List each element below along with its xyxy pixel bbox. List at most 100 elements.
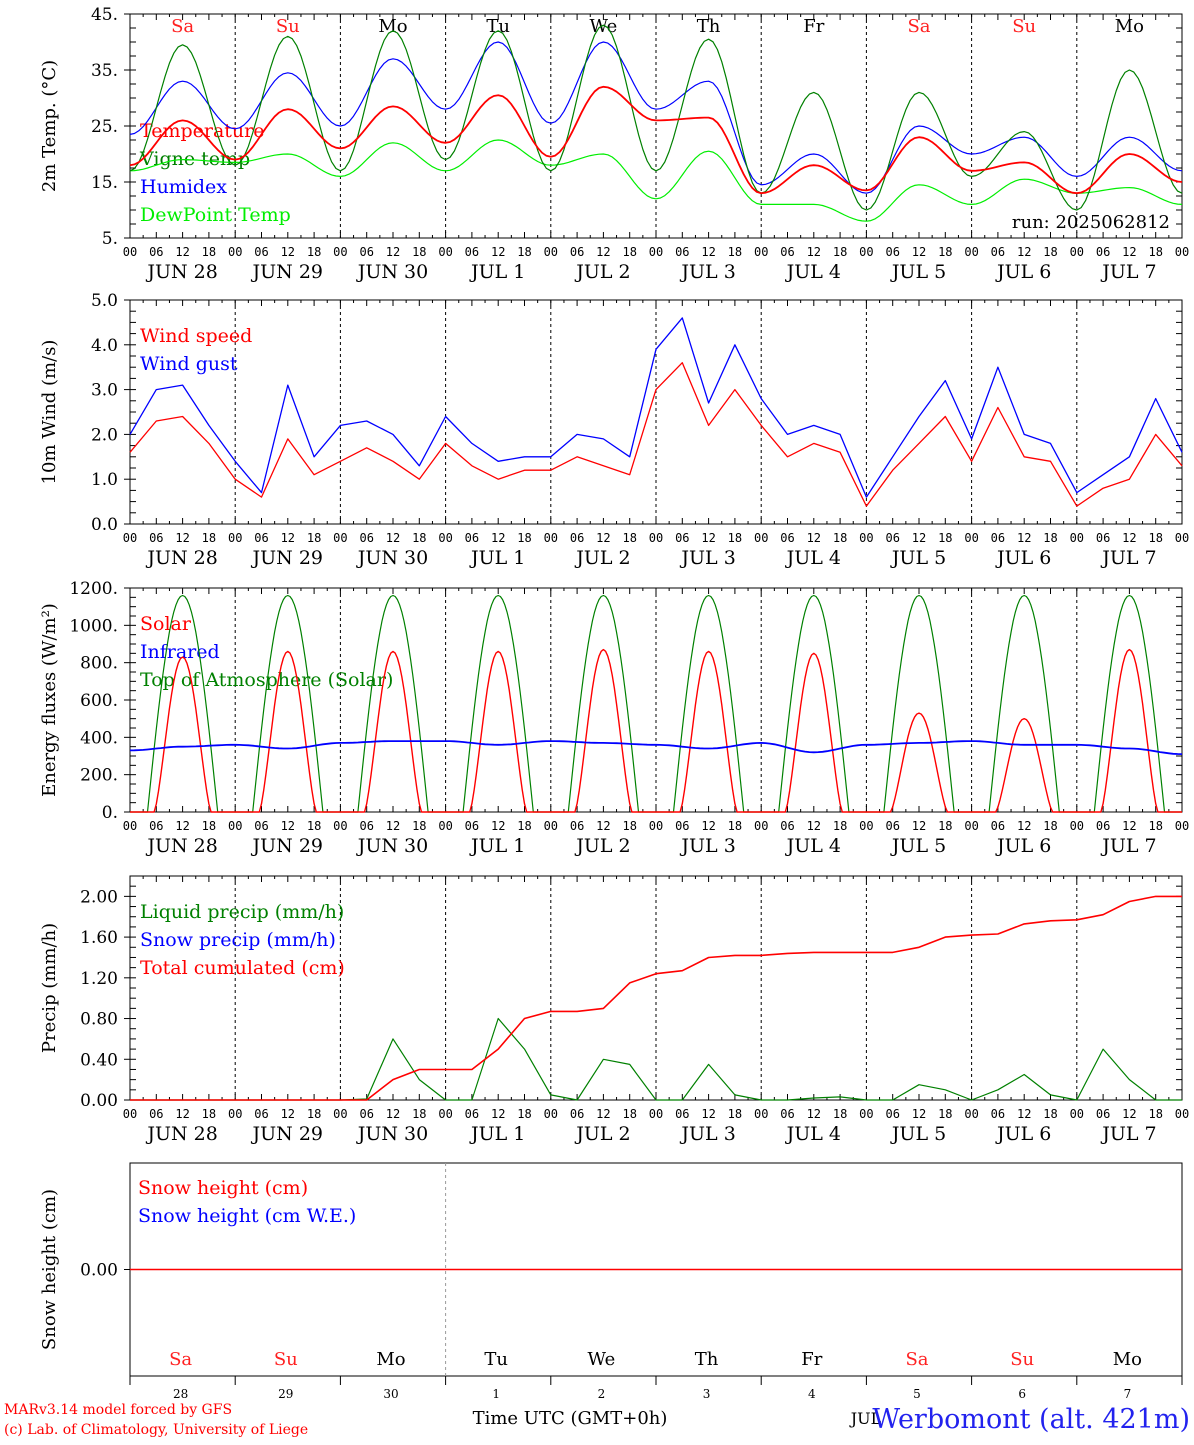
- y-tick-label: 1200.: [69, 579, 118, 599]
- panel-4: 00 06 12 18 00 06 12 18 00 06 12 18 00 06 12 18 00 06 12 18…: [39, 875, 1189, 1145]
- hour-label: 18: [622, 1107, 636, 1121]
- legend-entry: Liquid precip (mm/h): [140, 901, 344, 923]
- hour-label: 06: [149, 819, 163, 833]
- day-name-bottom: Su: [274, 1349, 298, 1370]
- day-name-top: Mo: [378, 16, 407, 37]
- time-axis-label: Time UTC (GMT+0h): [473, 1408, 668, 1429]
- series-line-solar: [130, 648, 1182, 813]
- y-tick-label: 25.: [91, 117, 118, 137]
- date-label: JUL 1: [469, 1123, 525, 1145]
- hour-label: 06: [254, 531, 268, 545]
- hour-label: 18: [728, 531, 742, 545]
- hour-label: 12: [386, 819, 400, 833]
- date-label: JUN 28: [145, 835, 217, 857]
- hour-label: 18: [1043, 1107, 1057, 1121]
- day-name-top: Sa: [907, 16, 930, 37]
- hour-label: 18: [938, 531, 952, 545]
- hour-label: 00: [123, 245, 137, 259]
- hour-label: 00: [438, 1107, 452, 1121]
- legend-entry: Wind speed: [140, 325, 252, 347]
- hour-label: 00: [964, 245, 978, 259]
- hour-label: 00: [228, 819, 242, 833]
- hour-label: 18: [728, 819, 742, 833]
- y-axis-label: Energy fluxes (W/m²): [39, 603, 60, 797]
- hour-label: 12: [912, 819, 926, 833]
- run-label: run: 2025062812: [1012, 212, 1170, 233]
- series-line-liquid-precip-mm-h-: [130, 1017, 1182, 1101]
- hour-label: 12: [491, 245, 505, 259]
- date-label: JUN 28: [145, 261, 217, 283]
- hour-label: 06: [149, 245, 163, 259]
- hour-label: 06: [149, 531, 163, 545]
- y-tick-label: 0.40: [80, 1050, 118, 1070]
- hour-label: 12: [807, 531, 821, 545]
- day-number: 7: [1124, 1387, 1132, 1401]
- legend-entry: Wind gust: [140, 353, 238, 375]
- hour-label: 18: [833, 819, 847, 833]
- hour-label: 12: [175, 1107, 189, 1121]
- hour-label: 18: [938, 245, 952, 259]
- hour-label: 06: [991, 531, 1005, 545]
- series-line-infrared: [129, 740, 1183, 755]
- date-label: JUL 3: [679, 261, 735, 283]
- hour-label: 12: [281, 531, 295, 545]
- series-line-wind-gust: [129, 317, 1183, 498]
- hour-label: 18: [202, 245, 216, 259]
- y-tick-label: 3.0: [91, 381, 118, 401]
- day-name-bottom: Fr: [801, 1349, 822, 1370]
- hour-label: 00: [1070, 245, 1084, 259]
- hour-label: 00: [228, 245, 242, 259]
- hour-label: 00: [649, 1107, 663, 1121]
- hour-label: 12: [701, 1107, 715, 1121]
- hour-label: 12: [596, 245, 610, 259]
- hour-label: 18: [728, 1107, 742, 1121]
- date-label: JUL 6: [995, 835, 1051, 857]
- hour-label: 12: [386, 531, 400, 545]
- hour-label: 06: [885, 531, 899, 545]
- hour-label: 12: [386, 245, 400, 259]
- day-name-top: Th: [697, 16, 721, 37]
- hour-label: 00: [1070, 531, 1084, 545]
- hour-label: 06: [359, 819, 373, 833]
- date-label: JUN 29: [251, 547, 323, 569]
- date-label: JUL 1: [469, 835, 525, 857]
- hour-label: 12: [175, 245, 189, 259]
- hour-label: 00: [859, 245, 873, 259]
- date-label: JUL 2: [574, 1123, 630, 1145]
- hour-label: 00: [228, 1107, 242, 1121]
- footer-model: MARv3.14 model forced by GFS: [4, 1402, 232, 1418]
- y-tick-label: 35.: [91, 61, 118, 81]
- y-axis-label: 2m Temp. (°C): [39, 60, 60, 192]
- hour-label: 18: [202, 531, 216, 545]
- hour-label: 12: [912, 531, 926, 545]
- day-name-bottom: Th: [695, 1349, 719, 1370]
- hour-label: 00: [1175, 819, 1189, 833]
- hour-label: 12: [175, 531, 189, 545]
- day-name-bottom: We: [588, 1349, 616, 1370]
- y-tick-label: 5.: [102, 229, 118, 249]
- hour-label: 00: [438, 531, 452, 545]
- date-label: JUN 29: [251, 1123, 323, 1145]
- date-label: JUL 4: [785, 1123, 841, 1145]
- hour-label: 00: [1175, 1107, 1189, 1121]
- y-tick-label: 45.: [91, 5, 118, 25]
- y-tick-label: 0.: [102, 803, 118, 823]
- hour-label: 06: [570, 819, 584, 833]
- hour-label: 18: [412, 245, 426, 259]
- hour-label: 06: [1096, 819, 1110, 833]
- hour-label: 06: [885, 819, 899, 833]
- hour-label: 00: [754, 531, 768, 545]
- hour-label: 18: [307, 531, 321, 545]
- hour-label: 12: [491, 1107, 505, 1121]
- y-tick-label: 1.20: [80, 969, 118, 989]
- date-label: JUN 28: [145, 1123, 217, 1145]
- day-name-bottom: Su: [1010, 1349, 1034, 1370]
- date-label: JUL 2: [574, 547, 630, 569]
- hour-label: 06: [359, 245, 373, 259]
- hour-label: 00: [964, 819, 978, 833]
- hour-label: 06: [991, 1107, 1005, 1121]
- hour-label: 12: [701, 819, 715, 833]
- date-label: JUL 7: [1100, 835, 1156, 857]
- hour-label: 06: [254, 245, 268, 259]
